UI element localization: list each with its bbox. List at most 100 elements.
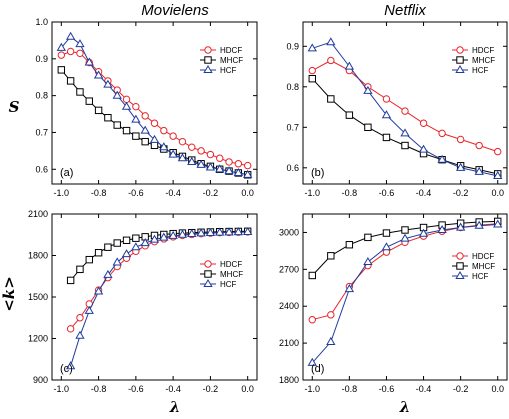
legend-marker-mhcf bbox=[204, 56, 212, 64]
data-point-mhcf bbox=[364, 123, 372, 131]
data-point-mhcf bbox=[94, 249, 103, 257]
data-point-hcf bbox=[75, 330, 85, 339]
data-point-hcf bbox=[131, 242, 141, 251]
x-tick-label: -0.6 bbox=[379, 188, 395, 198]
data-point-hdcf bbox=[234, 160, 243, 168]
data-point-hcf bbox=[455, 222, 466, 231]
y-tick-label: 900 bbox=[33, 375, 48, 385]
x-tick-label: -0.2 bbox=[453, 384, 469, 394]
data-point-hdcf bbox=[76, 49, 84, 57]
data-point-mhcf bbox=[327, 252, 335, 260]
y-tick-label: 0.9 bbox=[35, 54, 48, 64]
column-title-movielens: Movielens bbox=[141, 2, 209, 19]
y-axis-label-k: <k> bbox=[0, 276, 18, 312]
y-axis-label-s: S bbox=[9, 98, 20, 116]
data-point-hcf bbox=[65, 31, 76, 40]
data-point-hcf bbox=[140, 125, 150, 134]
data-point-hcf bbox=[243, 169, 253, 178]
data-point-hcf bbox=[168, 230, 178, 239]
data-point-hcf bbox=[112, 90, 122, 99]
y-tick-label: 0.8 bbox=[35, 91, 48, 101]
x-tick-label: -1.0 bbox=[305, 384, 321, 394]
data-point-hdcf bbox=[401, 107, 409, 115]
data-point-hdcf bbox=[216, 154, 224, 162]
series-line-hdcf bbox=[312, 59, 498, 153]
legend-label-mhcf: MHCF bbox=[472, 56, 495, 65]
data-point-hcf bbox=[455, 162, 466, 171]
data-point-hdcf bbox=[327, 311, 335, 319]
data-point-hcf bbox=[187, 156, 197, 165]
x-tick-label: -0.8 bbox=[91, 188, 107, 198]
data-point-mhcf bbox=[132, 234, 140, 242]
x-tick-label: -0.4 bbox=[165, 188, 181, 198]
data-point-hcf bbox=[307, 357, 317, 366]
data-point-hcf bbox=[196, 228, 206, 237]
data-point-hdcf bbox=[76, 314, 84, 322]
data-point-mhcf bbox=[76, 88, 84, 96]
data-point-mhcf bbox=[382, 133, 391, 142]
legend-marker-hcf bbox=[203, 65, 213, 74]
data-point-hcf bbox=[363, 85, 373, 94]
data-point-hcf bbox=[205, 162, 216, 171]
data-point-mhcf bbox=[308, 75, 316, 83]
x-tick-label: -0.2 bbox=[453, 188, 469, 198]
data-point-hdcf bbox=[419, 119, 428, 127]
data-point-hcf bbox=[381, 110, 392, 119]
data-point-hcf bbox=[224, 227, 234, 236]
data-point-hdcf bbox=[206, 150, 215, 159]
data-point-hdcf bbox=[66, 47, 75, 56]
data-point-hdcf bbox=[57, 51, 66, 59]
legend-marker-mhcf bbox=[456, 56, 464, 64]
data-point-mhcf bbox=[94, 106, 103, 115]
data-point-hcf bbox=[65, 361, 76, 370]
data-point-hcf bbox=[400, 128, 410, 137]
x-tick-label: -0.4 bbox=[416, 188, 432, 198]
data-point-hdcf bbox=[188, 143, 196, 151]
data-point-mhcf bbox=[66, 77, 75, 85]
data-point-hcf bbox=[418, 228, 429, 237]
data-point-hcf bbox=[103, 269, 113, 278]
y-tick-label: 0.9 bbox=[286, 41, 299, 51]
data-point-mhcf bbox=[401, 141, 409, 150]
data-point-hcf bbox=[437, 154, 447, 163]
column-title-netflix: Netflix bbox=[384, 2, 426, 19]
legend-label-hcf: HCF bbox=[220, 66, 237, 75]
y-tick-label: 0.8 bbox=[286, 82, 299, 92]
legend-label-hdcf: HDCF bbox=[220, 46, 242, 55]
x-tick-label: -0.4 bbox=[416, 384, 432, 394]
data-point-hcf bbox=[215, 164, 225, 173]
data-point-hcf bbox=[233, 167, 244, 177]
x-tick-label: -0.4 bbox=[165, 384, 181, 394]
legend-marker-hdcf bbox=[456, 46, 464, 54]
data-point-hcf bbox=[307, 43, 317, 52]
x-tick-label: -0.6 bbox=[128, 188, 144, 198]
panels-group: -1.0 -0.8 -0.6 -0.4 -0.2 0.0 0.6 0.7 0.8 0.9 1.0 HD… bbox=[28, 17, 508, 394]
legend-label-mhcf: MHCF bbox=[220, 270, 243, 279]
panel-label-b: (b) bbox=[311, 167, 324, 179]
data-point-mhcf bbox=[104, 114, 112, 122]
legend-label-hcf: HCF bbox=[472, 272, 489, 281]
data-point-mhcf bbox=[364, 233, 372, 242]
legend-marker-hcf bbox=[455, 65, 465, 74]
plot-frame bbox=[302, 213, 508, 381]
y-tick-label: 2700 bbox=[279, 264, 299, 274]
data-point-hdcf bbox=[243, 161, 252, 170]
data-point-hcf bbox=[149, 234, 160, 243]
data-point-mhcf bbox=[85, 97, 93, 105]
data-point-hdcf bbox=[475, 141, 483, 150]
data-point-hcf bbox=[177, 153, 188, 162]
data-point-hdcf bbox=[150, 119, 159, 127]
data-point-mhcf bbox=[150, 141, 159, 150]
data-point-mhcf bbox=[382, 229, 391, 237]
legend-marker-hcf bbox=[455, 271, 465, 280]
legend-label-hcf: HCF bbox=[220, 280, 237, 289]
data-point-hcf bbox=[474, 166, 484, 175]
data-point-hcf bbox=[233, 227, 244, 236]
x-tick-label: -0.8 bbox=[91, 384, 107, 394]
x-tick-label: -0.8 bbox=[342, 188, 358, 198]
y-tick-label: 1800 bbox=[28, 251, 48, 261]
y-tick-label: 1500 bbox=[28, 292, 48, 302]
legend-label-mhcf: MHCF bbox=[220, 56, 243, 65]
data-point-mhcf bbox=[327, 95, 335, 103]
panel-label-c: (c) bbox=[60, 363, 73, 375]
